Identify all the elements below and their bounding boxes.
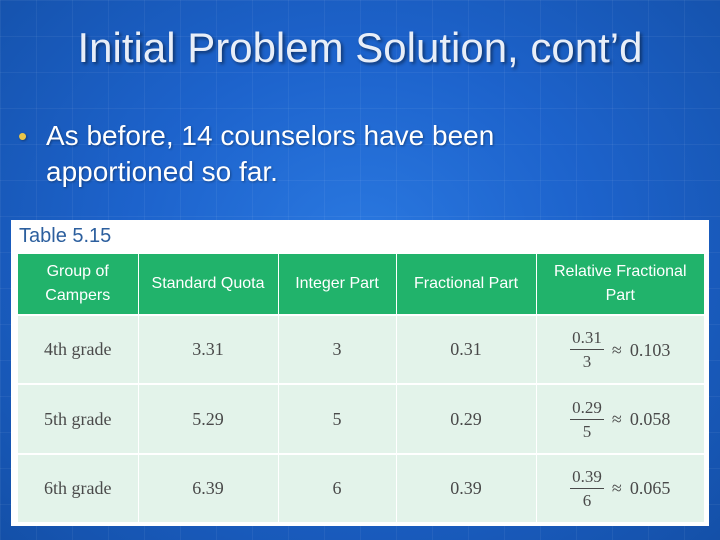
table-panel: Table 5.15 Group of Campers Standard Quo…: [11, 220, 709, 526]
fraction-numerator: 0.29: [570, 398, 604, 420]
cell-fractional-part: 0.31: [396, 313, 537, 385]
cell-relative-fractional-part: 0.39 6 ≈ 0.065: [536, 452, 704, 522]
header-fractional-part: Fractional Part: [396, 254, 537, 315]
cell-group: 5th grade: [18, 383, 139, 454]
fraction: 0.31 3: [570, 328, 604, 372]
table-row: 5th grade 5.29 5 0.29 0.29 5 ≈ 0.058: [18, 383, 704, 454]
fraction: 0.39 6: [570, 467, 604, 511]
slide-title: Initial Problem Solution, cont’d: [77, 24, 643, 71]
table-caption: Table 5.15: [19, 225, 112, 247]
header-standard-quota: Standard Quota: [138, 254, 279, 315]
relative-value: 0.103: [629, 339, 671, 360]
cell-relative-fractional-part: 0.29 5 ≈ 0.058: [536, 383, 704, 454]
table-row: 4th grade 3.31 3 0.31 0.31 3 ≈ 0.103: [18, 313, 704, 385]
relative-value: 0.058: [629, 409, 671, 430]
cell-integer-part: 6: [278, 452, 397, 522]
bullet-text: As before, 14 counselors have been appor…: [46, 120, 495, 187]
cell-standard-quota: 3.31: [138, 313, 279, 385]
header-group-of-campers: Group of Campers: [18, 254, 139, 315]
fraction-denominator: 3: [582, 352, 592, 372]
fraction-numerator: 0.31: [570, 328, 604, 351]
fraction-numerator: 0.39: [570, 467, 604, 489]
fraction-denominator: 6: [582, 490, 592, 510]
bullet-point: • As before, 14 counselors have been app…: [18, 118, 618, 190]
fraction-denominator: 5: [582, 421, 592, 441]
cell-group: 4th grade: [18, 313, 139, 385]
cell-fractional-part: 0.29: [396, 383, 537, 454]
bullet-marker: •: [18, 121, 28, 151]
cell-group: 6th grade: [18, 452, 139, 522]
cell-standard-quota: 6.39: [138, 452, 279, 522]
relative-value: 0.065: [629, 478, 671, 499]
approx-symbol: ≈: [611, 339, 622, 360]
cell-integer-part: 5: [278, 383, 397, 454]
table-header-row: Group of Campers Standard Quota Integer …: [18, 254, 704, 315]
table-row: 6th grade 6.39 6 0.39 0.39 6 ≈ 0.065: [18, 452, 704, 522]
header-integer-part: Integer Part: [278, 254, 397, 315]
cell-fractional-part: 0.39: [396, 452, 537, 522]
header-relative-fractional-part: Relative Fractional Part: [536, 254, 704, 315]
approx-symbol: ≈: [611, 478, 622, 499]
cell-integer-part: 3: [278, 313, 397, 385]
apportionment-table: Group of Campers Standard Quota Integer …: [18, 254, 704, 522]
cell-relative-fractional-part: 0.31 3 ≈ 0.103: [536, 313, 704, 385]
approx-symbol: ≈: [611, 409, 622, 430]
fraction: 0.29 5: [570, 398, 604, 442]
cell-standard-quota: 5.29: [138, 383, 279, 454]
